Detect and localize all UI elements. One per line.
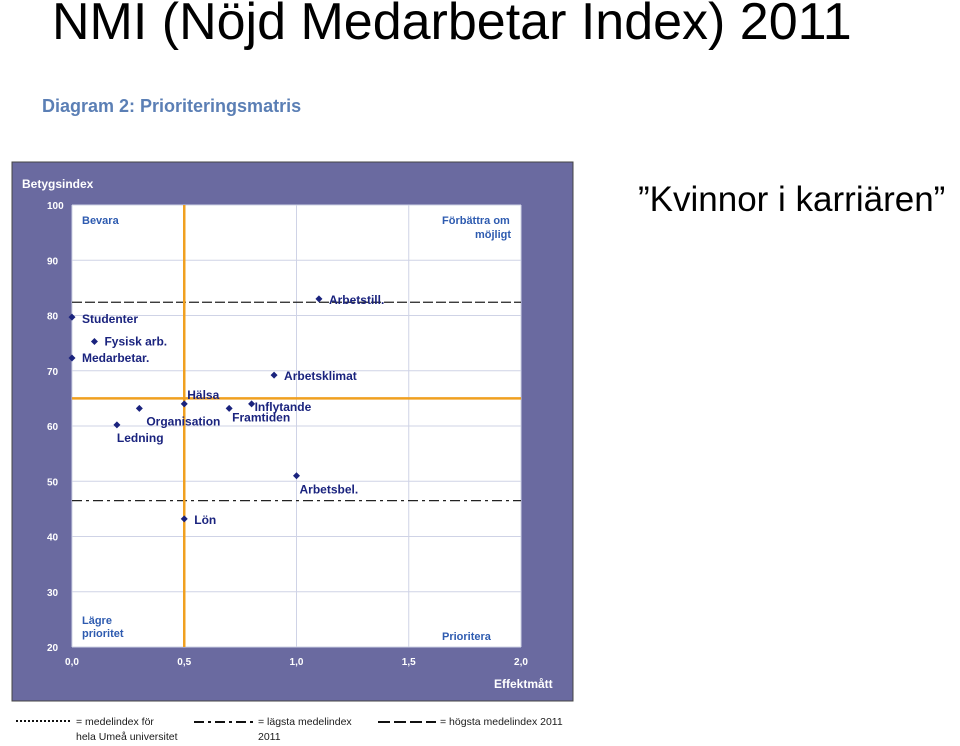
reference-lines <box>72 205 521 647</box>
data-point-marker <box>270 371 278 379</box>
data-point-marker <box>68 354 76 362</box>
data-point-label: Arbetsklimat <box>284 369 357 383</box>
x-tick-label: 0,5 <box>177 657 191 668</box>
x-tick-label: 1,0 <box>290 657 304 668</box>
diagram-heading: Diagram 2: Prioriteringsmatris <box>42 96 302 116</box>
y-tick-label: 20 <box>47 643 59 654</box>
legend-label-lowest: = lägsta medelindex 2011 <box>258 716 355 743</box>
data-point-marker <box>135 404 143 412</box>
x-axis-title: Effektmått <box>494 677 553 691</box>
data-point-label: Ledning <box>117 431 164 445</box>
quadrant-label-top-right: Förbättra om möjligt <box>442 215 513 241</box>
slide-subtitle: ”Kvinnor i karriären” <box>638 180 946 219</box>
x-tick-label: 2,0 <box>514 657 528 668</box>
y-tick-label: 80 <box>47 312 59 323</box>
data-point-marker <box>180 400 188 408</box>
y-tick-label: 100 <box>47 201 64 212</box>
data-point-marker <box>68 313 76 321</box>
data-point-marker <box>315 295 323 303</box>
data-point-marker <box>113 421 121 429</box>
x-tick-label: 0,0 <box>65 657 79 668</box>
legend: = medelindex för hela Umeå universitet =… <box>16 716 563 743</box>
data-point-marker <box>293 472 300 480</box>
slide-title: NMI (Nöjd Medarbetar Index) 2011 <box>52 0 852 51</box>
x-tick-label: 1,5 <box>402 657 416 668</box>
data-point-marker <box>180 515 188 523</box>
legend-label-highest: = högsta medelindex 2011 <box>440 716 563 728</box>
data-point-marker <box>248 400 256 408</box>
data-point-label: Framtiden <box>232 410 290 424</box>
legend-label-average: = medelindex för hela Umeå universitet <box>76 716 178 743</box>
y-axis-title: Betygsindex <box>22 177 94 191</box>
data-point-label: Arbetsbel. <box>300 483 359 497</box>
axis-ticks: 20 30 40 50 60 70 80 90 100 0,0 0,5 1,0 1,5 2,0 <box>47 201 528 668</box>
data-points: Arbetstill. Studenter Fysisk arb. Medarbeta… <box>68 293 384 527</box>
y-tick-label: 60 <box>47 422 59 433</box>
data-point-label: Medarbetar. <box>82 351 149 365</box>
y-tick-label: 90 <box>47 256 59 267</box>
quadrant-label-bottom-right: Prioritera <box>442 631 492 643</box>
y-tick-label: 40 <box>47 533 59 544</box>
data-point-marker <box>90 337 98 345</box>
data-point-label: Studenter <box>82 312 138 326</box>
y-tick-label: 30 <box>47 588 59 599</box>
data-point-label: Arbetstill. <box>329 293 384 307</box>
data-point-label: Lön <box>194 513 216 527</box>
data-point-label: Hälsa <box>187 388 219 402</box>
data-point-label: Inflytande <box>255 400 312 414</box>
quadrant-label-bottom-left: Lägre prioritet <box>82 615 124 640</box>
quadrant-label-top-left: Bevara <box>82 215 120 227</box>
data-point-label: Organisation <box>146 414 220 428</box>
y-tick-label: 70 <box>47 367 59 378</box>
data-point-marker <box>225 404 233 412</box>
data-point-label: Fysisk arb. <box>104 334 167 348</box>
grid <box>71 204 522 648</box>
y-tick-label: 50 <box>47 477 59 488</box>
